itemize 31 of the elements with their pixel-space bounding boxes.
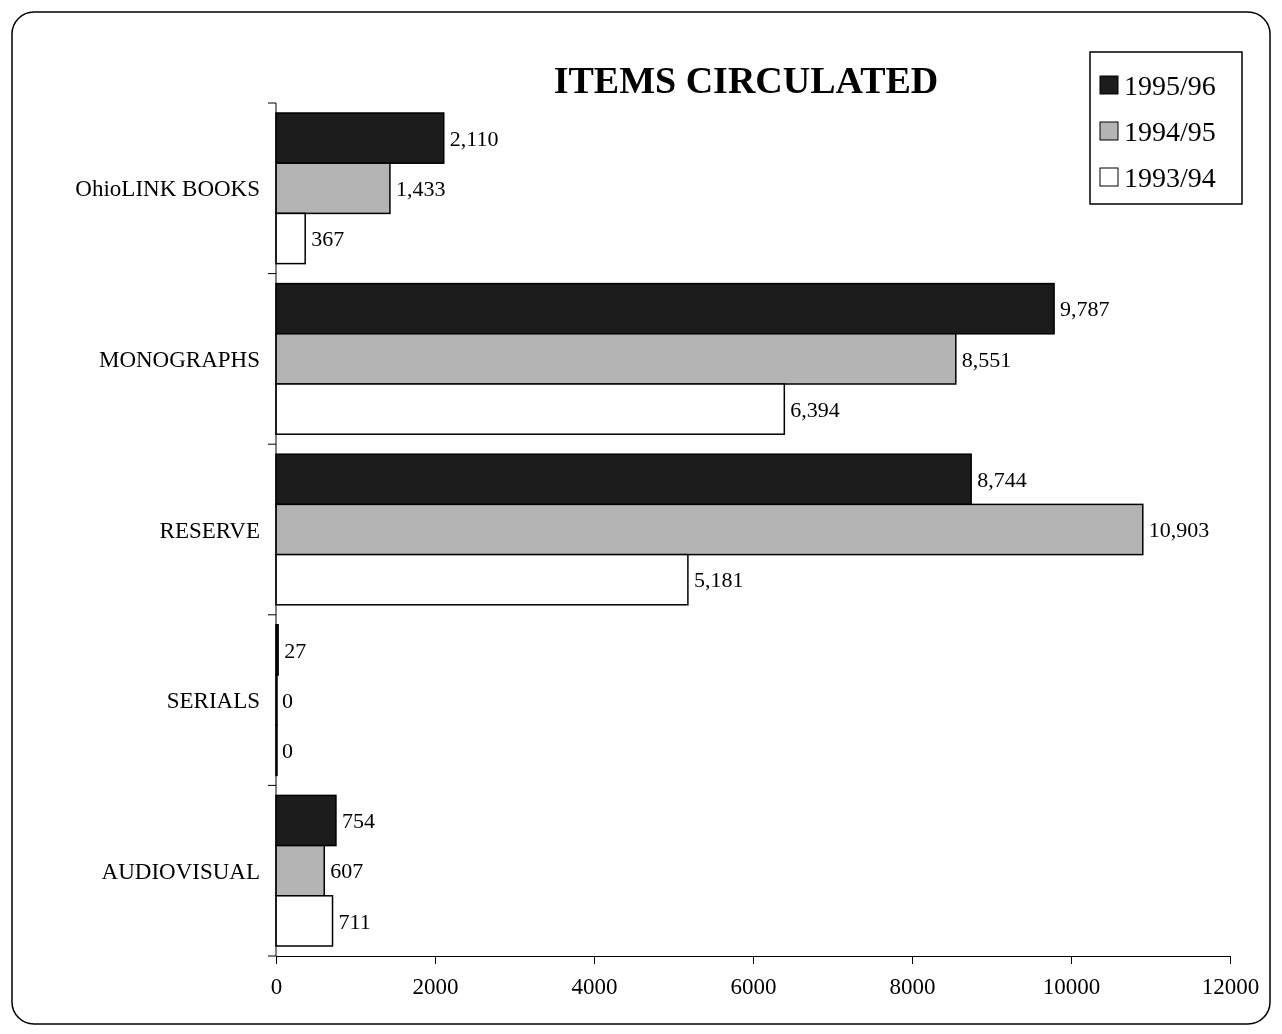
x-tick-label: 12000 — [1201, 974, 1260, 1000]
data-label: 367 — [311, 226, 345, 252]
x-tick-label: 6000 — [730, 974, 777, 1000]
data-label: 8,551 — [961, 346, 1012, 372]
legend-label: 1994/95 — [1124, 115, 1216, 147]
data-label: 10,903 — [1148, 517, 1210, 543]
data-label: 27 — [284, 637, 307, 663]
x-tick-label: 10000 — [1042, 974, 1101, 1000]
x-tick-label: 2000 — [412, 974, 459, 1000]
data-label: 9,787 — [1060, 296, 1110, 322]
data-label: 0 — [282, 687, 293, 713]
data-label: 711 — [338, 908, 371, 934]
y-tick-label: RESERVE — [159, 517, 260, 543]
data-label: 2,110 — [449, 125, 499, 151]
y-tick-label: OhioLINK BOOKS — [75, 176, 260, 202]
data-label: 8,744 — [977, 467, 1027, 492]
x-tick-label: 0 — [270, 974, 283, 1000]
chart-title: ITEMS CIRCULATED — [553, 59, 939, 101]
x-tick-label: 8000 — [889, 974, 936, 1000]
data-label: 1,433 — [395, 176, 446, 201]
y-tick-label: AUDIOVISUAL — [101, 858, 260, 884]
legend-label: 1995/96 — [1124, 69, 1216, 101]
legend-label: 1993/94 — [1124, 161, 1216, 193]
data-label: 607 — [330, 858, 364, 884]
data-label: 6,394 — [790, 396, 840, 422]
y-tick-label: SERIALS — [166, 688, 260, 714]
x-tick-label: 4000 — [571, 974, 618, 1000]
data-label: 0 — [282, 738, 293, 763]
data-label: 754 — [341, 808, 375, 834]
y-tick-label: MONOGRAPHS — [98, 346, 260, 372]
data-label: 5,181 — [693, 567, 744, 593]
